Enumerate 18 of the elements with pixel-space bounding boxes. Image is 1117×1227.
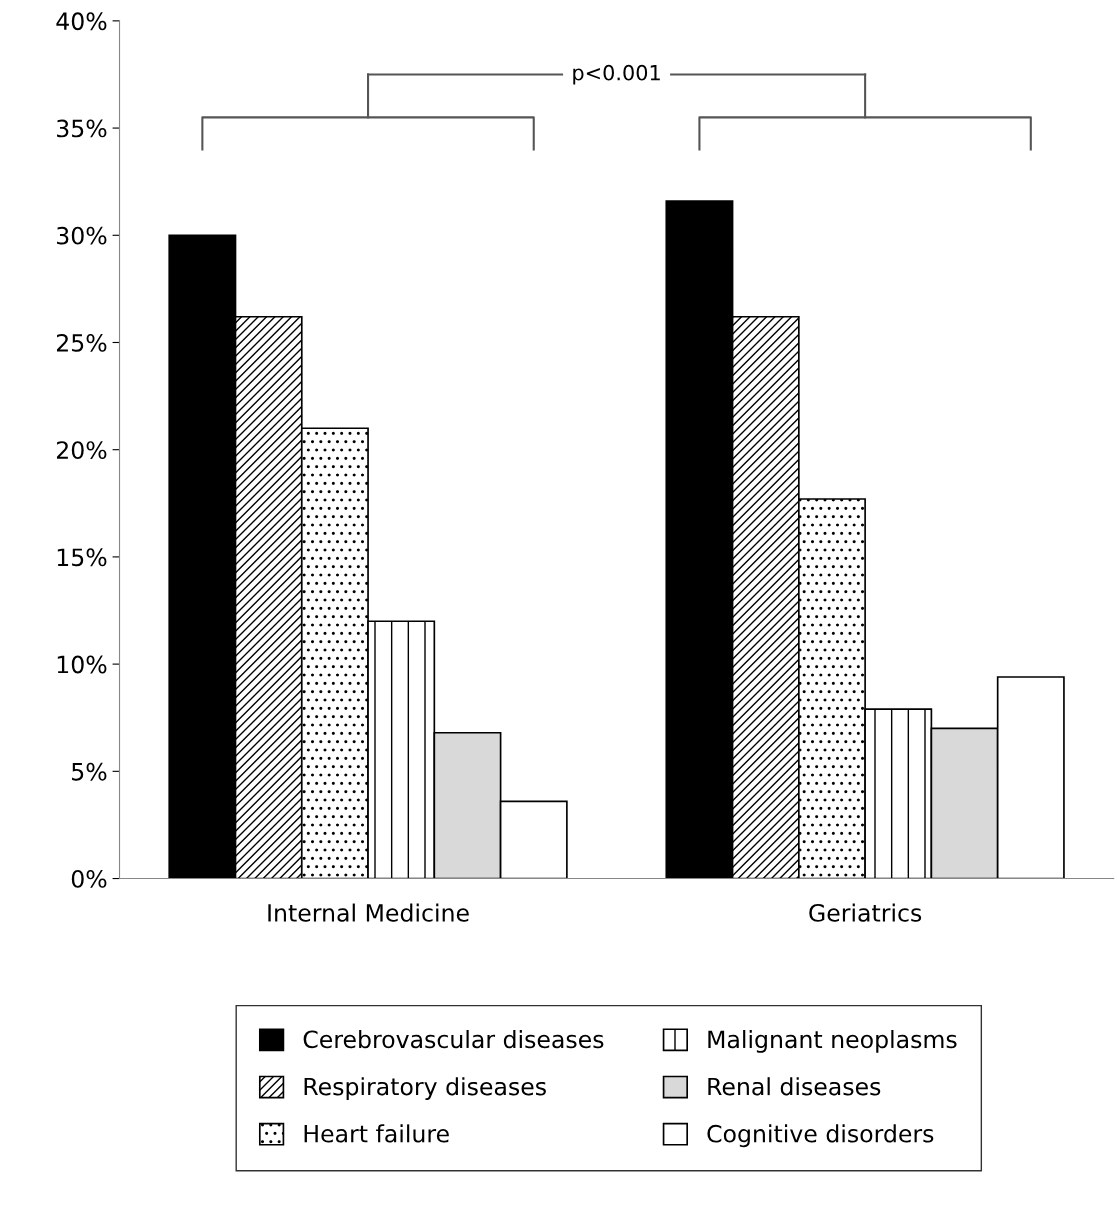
y-tick-label: 0% <box>71 869 107 888</box>
legend-label: Respiratory diseases <box>304 1077 546 1101</box>
y-tick-label: 10% <box>57 655 107 674</box>
x-tick-label: Internal Medicine <box>268 903 469 922</box>
legend-label: Malignant neoplasms <box>708 1030 957 1053</box>
y-tick-label: 35% <box>57 119 107 138</box>
y-tick-label: 40% <box>56 12 107 31</box>
x-tick-label: Geriatrics <box>809 903 922 922</box>
y-tick-label: 15% <box>57 548 107 567</box>
y-tick-label: 25% <box>56 333 107 352</box>
annotation: p<0.001 <box>573 64 660 85</box>
legend-label: Cerebrovascular diseases <box>303 1030 604 1049</box>
legend-label: Cognitive disorders <box>707 1124 934 1148</box>
legend-label: Renal diseases <box>708 1077 881 1096</box>
legend-label: Heart failure <box>304 1124 449 1143</box>
y-tick-label: 5% <box>72 762 107 781</box>
y-tick-label: 20% <box>56 441 107 459</box>
y-tick-label: 30% <box>57 226 107 245</box>
